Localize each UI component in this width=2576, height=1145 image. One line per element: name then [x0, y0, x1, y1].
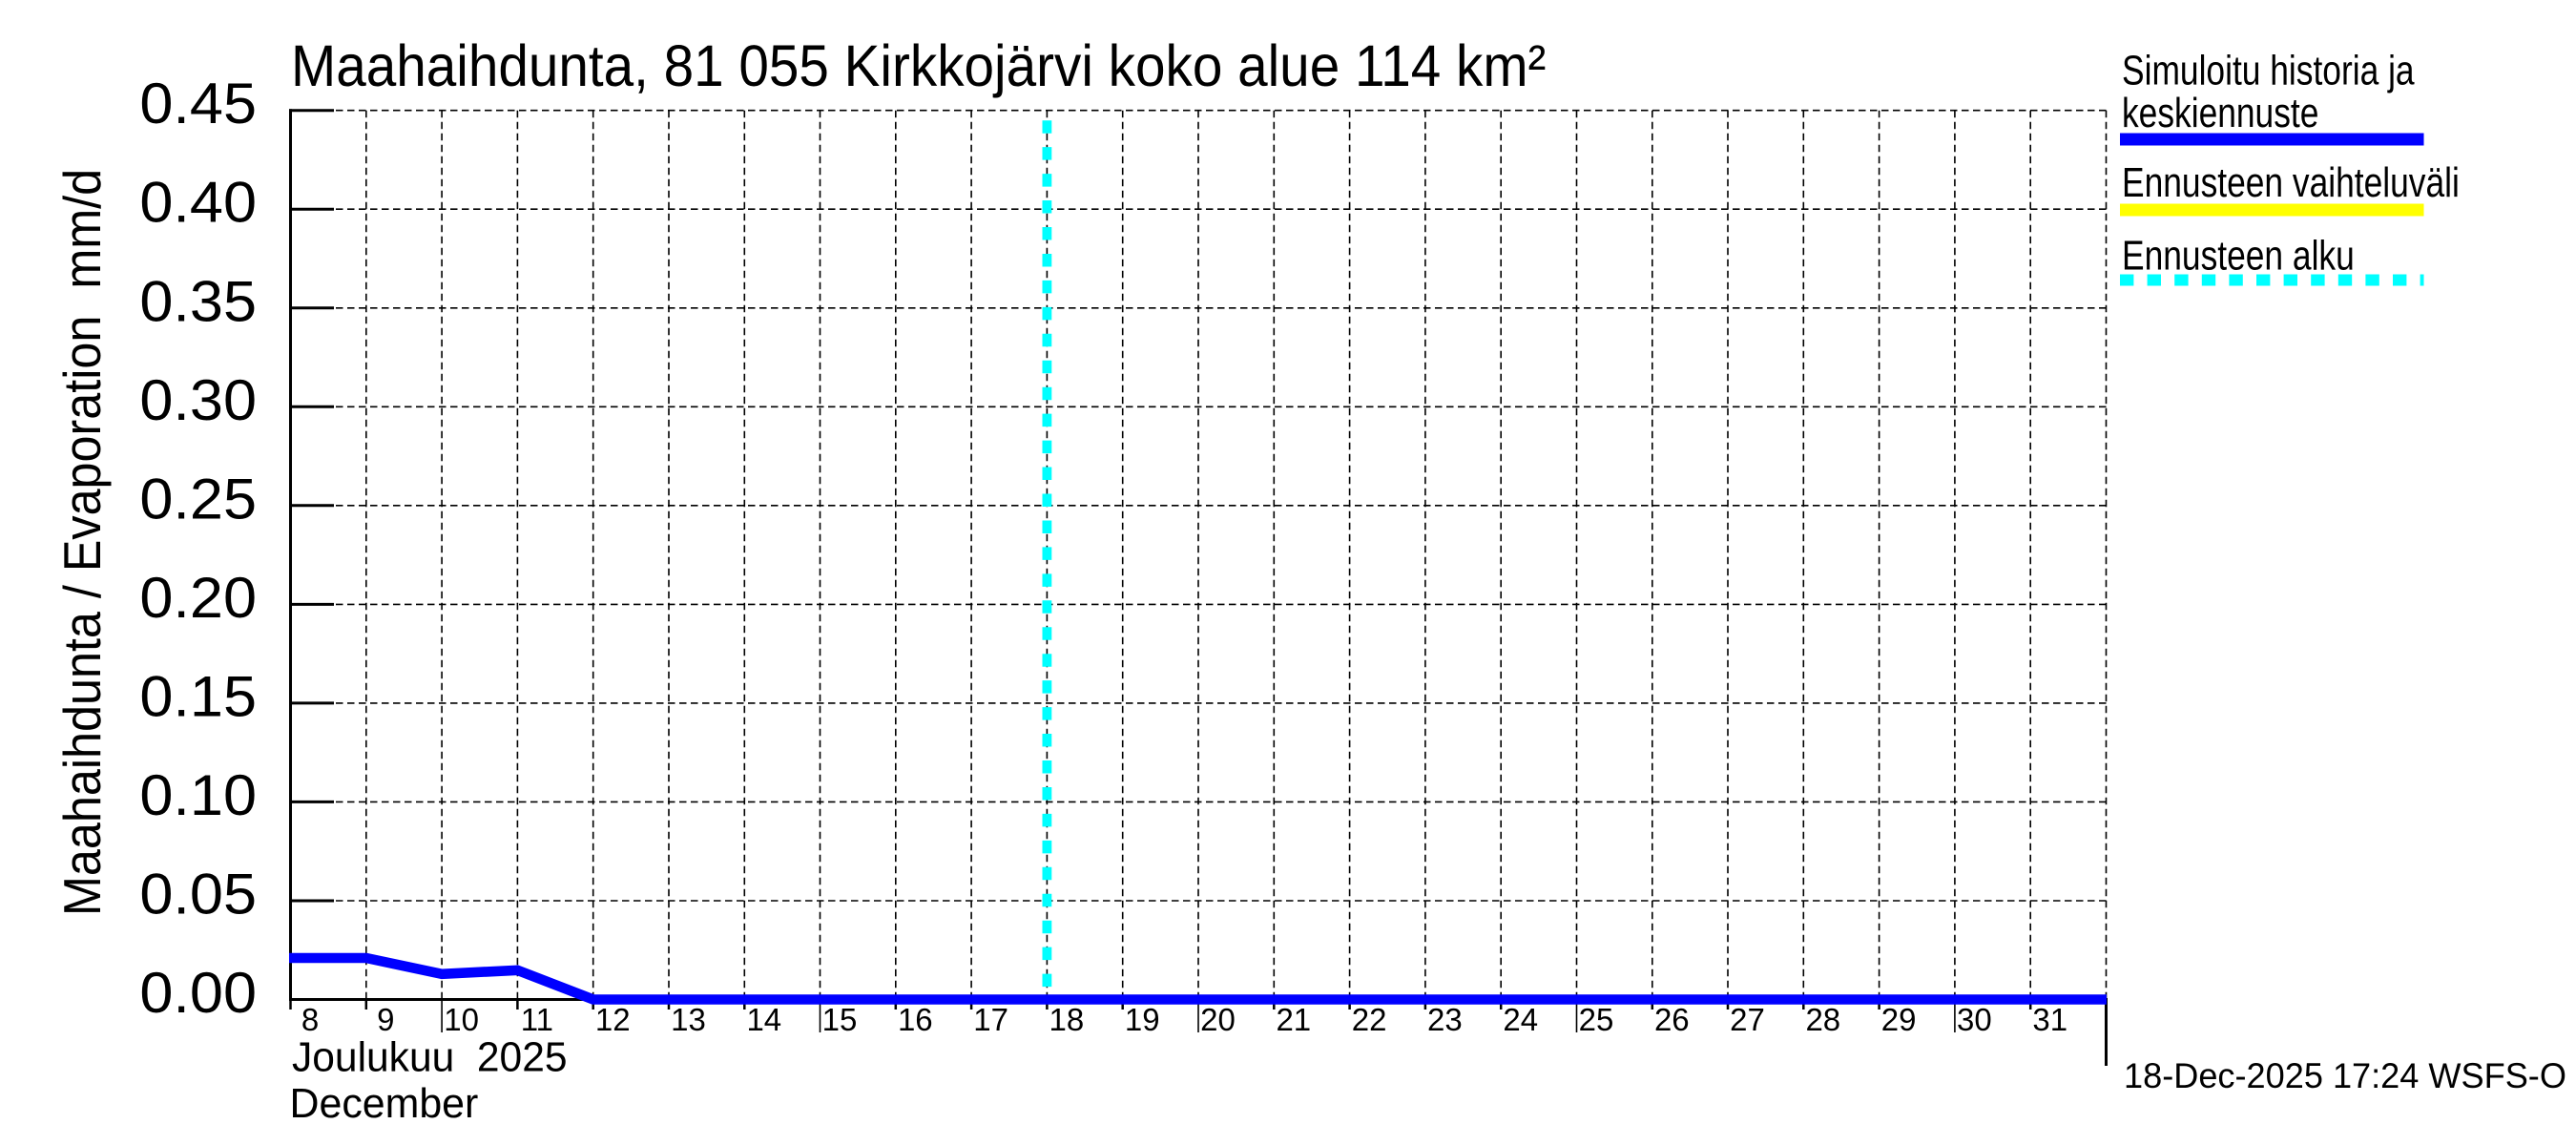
svg-text:18: 18: [1049, 1002, 1085, 1037]
svg-text:8: 8: [301, 1002, 319, 1037]
svg-text:11: 11: [521, 1002, 553, 1037]
svg-text:20: 20: [1200, 1002, 1236, 1037]
svg-text:26: 26: [1654, 1002, 1690, 1037]
svg-text:December: December: [290, 1081, 479, 1128]
svg-text:23: 23: [1427, 1002, 1463, 1037]
svg-text:0.35: 0.35: [139, 269, 257, 334]
svg-text:9: 9: [377, 1002, 394, 1037]
svg-text:Simuloitu historia ja: Simuloitu historia ja: [2122, 48, 2415, 94]
svg-text:25: 25: [1579, 1002, 1614, 1037]
svg-text:0.10: 0.10: [139, 763, 257, 828]
svg-text:19: 19: [1125, 1002, 1160, 1037]
svg-text:Maahaihdunta, 81 055 Kirkkojär: Maahaihdunta, 81 055 Kirkkojärvi koko al…: [291, 32, 1546, 99]
svg-text:12: 12: [595, 1002, 631, 1037]
svg-text:24: 24: [1503, 1002, 1538, 1037]
svg-text:13: 13: [671, 1002, 706, 1037]
svg-text:31: 31: [2032, 1002, 2067, 1037]
svg-text:0.15: 0.15: [139, 664, 257, 729]
svg-text:0.40: 0.40: [139, 171, 257, 236]
svg-text:10: 10: [444, 1002, 479, 1037]
svg-text:0.00: 0.00: [139, 961, 257, 1026]
svg-text:27: 27: [1730, 1002, 1765, 1037]
svg-text:28: 28: [1805, 1002, 1840, 1037]
svg-text:Ennusteen vaihteluväli: Ennusteen vaihteluväli: [2122, 160, 2460, 206]
svg-text:Ennusteen alku: Ennusteen alku: [2122, 233, 2355, 279]
svg-text:21: 21: [1276, 1002, 1311, 1037]
svg-text:14: 14: [746, 1002, 781, 1037]
svg-text:Joulukuu 2025: Joulukuu 2025: [292, 1034, 568, 1081]
svg-text:29: 29: [1881, 1002, 1917, 1037]
svg-text:18-Dec-2025 17:24 WSFS-O: 18-Dec-2025 17:24 WSFS-O: [2124, 1055, 2566, 1095]
svg-text:0.05: 0.05: [139, 863, 257, 927]
svg-text:16: 16: [898, 1002, 933, 1037]
svg-text:0.30: 0.30: [139, 368, 257, 433]
svg-text:keskiennuste: keskiennuste: [2122, 91, 2318, 136]
svg-text:17: 17: [973, 1002, 1008, 1037]
svg-text:22: 22: [1352, 1002, 1387, 1037]
svg-text:0.45: 0.45: [139, 72, 257, 136]
svg-text:15: 15: [822, 1002, 858, 1037]
svg-text:Maahaihdunta / Evaporation mm: Maahaihdunta / Evaporation mm/d: [53, 169, 113, 916]
svg-text:30: 30: [1957, 1002, 1992, 1037]
svg-text:0.20: 0.20: [139, 566, 257, 631]
svg-text:0.25: 0.25: [139, 467, 257, 531]
